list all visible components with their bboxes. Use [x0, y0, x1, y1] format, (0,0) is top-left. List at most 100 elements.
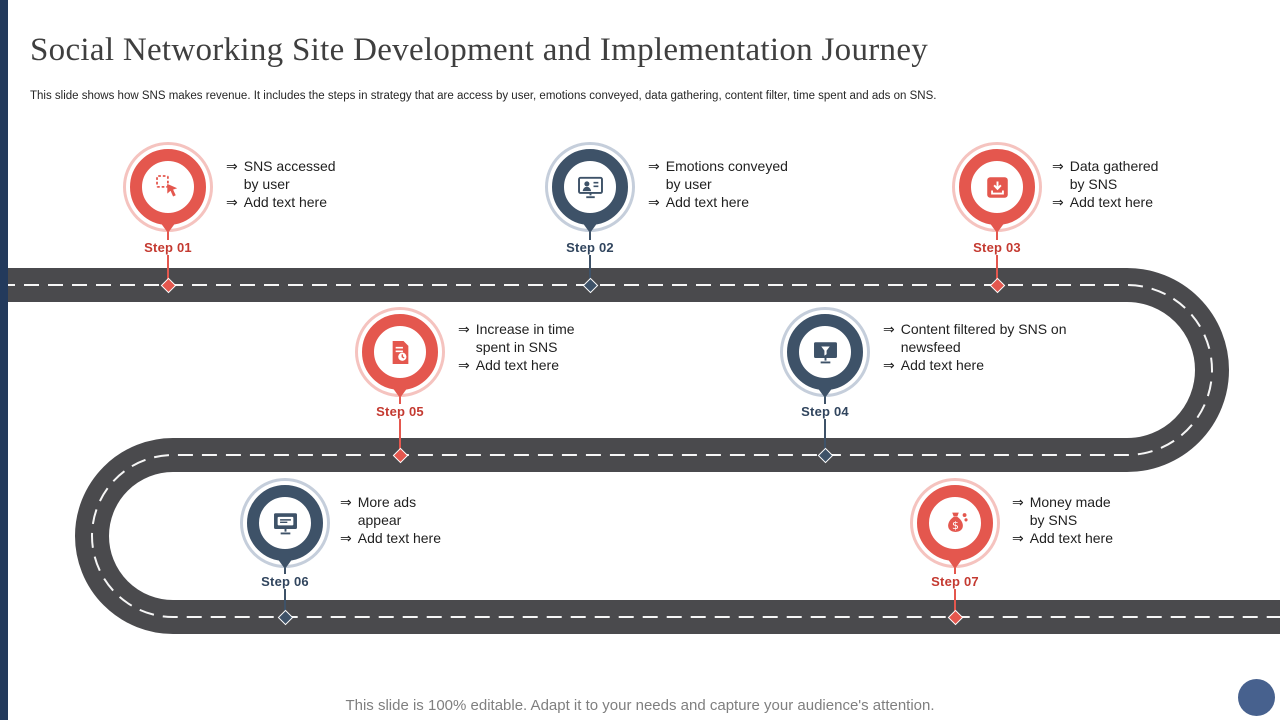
bullet-item: ⇒ Add text here — [1012, 530, 1127, 548]
step-02-marker — [545, 142, 635, 233]
step-label: Step 07 — [910, 574, 1000, 589]
road-path — [0, 268, 1280, 634]
bullet-item: ⇒ Money made by SNS — [1012, 494, 1127, 529]
connector-line — [824, 397, 826, 455]
connector-line — [399, 397, 401, 455]
bullet-item: ⇒ Add text here — [226, 194, 344, 212]
monitor-ad-icon — [273, 512, 297, 534]
road-dashed-line — [0, 284, 1280, 618]
step-label: Step 02 — [545, 240, 635, 255]
step-bullets: ⇒ SNS accessed by user ⇒ Add text here — [226, 158, 344, 213]
money-bag-icon: $ — [947, 512, 968, 532]
arrow-bullet-icon: ⇒ — [1052, 194, 1064, 210]
bullet-text: Add text here — [900, 357, 985, 373]
arrow-bullet-icon: ⇒ — [1012, 530, 1024, 546]
marker-pin — [582, 222, 598, 233]
bullet-item: ⇒ Increase in time spent in SNS — [458, 321, 593, 356]
bullet-text: More ads appear — [357, 494, 417, 528]
bullet-text: Add text here — [665, 194, 750, 210]
step-bullets: ⇒ Money made by SNS ⇒ Add text here — [1012, 494, 1127, 549]
step-label: Step 03 — [952, 240, 1042, 255]
arrow-bullet-icon: ⇒ — [340, 494, 352, 510]
step-06-marker — [240, 478, 330, 569]
bullet-text: Content filtered by SNS on newsfeed — [900, 321, 1067, 355]
step-03-marker — [952, 142, 1042, 233]
step-label: Step 06 — [240, 574, 330, 589]
bullet-item: ⇒ Add text here — [883, 357, 1073, 375]
bullet-text: Add text here — [475, 357, 560, 373]
bullet-item: ⇒ Content filtered by SNS on newsfeed — [883, 321, 1073, 356]
click-icon — [155, 174, 177, 196]
step-bullets: ⇒ Increase in time spent in SNS ⇒ Add te… — [458, 321, 593, 376]
slide-subtitle: This slide shows how SNS makes revenue. … — [30, 90, 937, 102]
icon-ring — [787, 314, 863, 390]
monitor-filter-icon — [813, 341, 837, 363]
connector-line — [589, 232, 591, 285]
connector-line — [996, 232, 998, 285]
marker-pin — [947, 558, 963, 569]
arrow-bullet-icon: ⇒ — [883, 321, 895, 337]
archive-download-icon — [986, 176, 1008, 198]
arrow-bullet-icon: ⇒ — [648, 158, 660, 174]
user-screen-icon — [577, 176, 603, 198]
arrow-bullet-icon: ⇒ — [883, 357, 895, 373]
bullet-item: ⇒ SNS accessed by user — [226, 158, 344, 193]
icon-ring — [247, 485, 323, 561]
bullet-item: ⇒ Emotions conveyed by user — [648, 158, 803, 193]
arrow-bullet-icon: ⇒ — [340, 530, 352, 546]
step-bullets: ⇒ Content filtered by SNS on newsfeed ⇒ … — [883, 321, 1073, 376]
icon-ring — [959, 149, 1035, 225]
bullet-item: ⇒ Add text here — [1052, 194, 1177, 212]
step-07-marker: $ — [910, 478, 1000, 569]
icon-ring: $ — [917, 485, 993, 561]
marker-pin — [160, 222, 176, 233]
bullet-item: ⇒ Data gathered by SNS — [1052, 158, 1177, 193]
marker-pin — [817, 387, 833, 398]
step-01-marker — [123, 142, 213, 233]
bullet-text: Money made by SNS — [1029, 494, 1111, 528]
step-bullets: ⇒ Data gathered by SNS ⇒ Add text here — [1052, 158, 1177, 213]
arrow-bullet-icon: ⇒ — [1012, 494, 1024, 510]
step-label: Step 01 — [123, 240, 213, 255]
bullet-item: ⇒ Add text here — [648, 194, 803, 212]
icon-ring — [362, 314, 438, 390]
arrow-bullet-icon: ⇒ — [458, 357, 470, 373]
step-bullets: ⇒ More ads appear ⇒ Add text here — [340, 494, 452, 549]
arrow-bullet-icon: ⇒ — [1052, 158, 1064, 174]
bullet-text: Add text here — [357, 530, 442, 546]
bullet-text: Emotions conveyed by user — [665, 158, 788, 192]
svg-text:$: $ — [952, 519, 959, 532]
connector-line — [954, 568, 956, 617]
slide-title: Social Networking Site Development and I… — [30, 32, 929, 68]
step-label: Step 04 — [780, 404, 870, 419]
arrow-bullet-icon: ⇒ — [226, 158, 238, 174]
bullet-item: ⇒ More ads appear — [340, 494, 452, 529]
corner-decoration-circle — [1238, 679, 1275, 716]
bullet-text: SNS accessed by user — [243, 158, 336, 192]
connector-line — [284, 568, 286, 617]
bullet-text: Add text here — [1029, 530, 1114, 546]
icon-ring — [552, 149, 628, 225]
connector-line — [167, 232, 169, 285]
arrow-bullet-icon: ⇒ — [458, 321, 470, 337]
step-04-marker — [780, 307, 870, 398]
bullet-text: Add text here — [243, 194, 328, 210]
step-label: Step 05 — [355, 404, 445, 419]
arrow-bullet-icon: ⇒ — [648, 194, 660, 210]
bullet-item: ⇒ Add text here — [340, 530, 452, 548]
document-clock-icon — [392, 340, 408, 364]
marker-pin — [989, 222, 1005, 233]
marker-pin — [277, 558, 293, 569]
bullet-item: ⇒ Add text here — [458, 357, 593, 375]
step-05-marker — [355, 307, 445, 398]
marker-pin — [392, 387, 408, 398]
footer-note: This slide is 100% editable. Adapt it to… — [345, 697, 935, 714]
step-bullets: ⇒ Emotions conveyed by user ⇒ Add text h… — [648, 158, 803, 213]
arrow-bullet-icon: ⇒ — [226, 194, 238, 210]
left-accent-bar — [0, 0, 8, 720]
bullet-text: Increase in time spent in SNS — [475, 321, 575, 355]
icon-ring — [130, 149, 206, 225]
bullet-text: Data gathered by SNS — [1069, 158, 1159, 192]
